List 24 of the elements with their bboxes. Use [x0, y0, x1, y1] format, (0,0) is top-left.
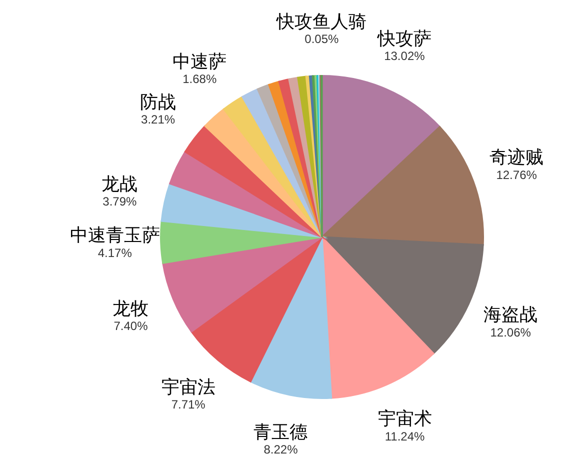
data-label: 7.71% — [171, 398, 206, 412]
slice-label: 龙牧 — [112, 298, 149, 320]
slice-label: 奇迹贼 — [490, 147, 544, 168]
data-label: 1.68% — [182, 72, 217, 86]
slice-label: 快攻萨 — [376, 28, 432, 50]
data-label: 13.02% — [384, 49, 426, 64]
slice-label: 中速萨 — [172, 51, 227, 72]
slice-label: 快攻鱼人骑 — [276, 11, 367, 32]
slice-label: 宇宙法 — [161, 377, 216, 398]
data-label: 4.17% — [98, 246, 132, 260]
data-label: 8.22% — [264, 442, 298, 456]
slice-label: 防战 — [140, 92, 176, 113]
slice-label: 海盗战 — [484, 304, 538, 326]
data-label: 7.40% — [114, 319, 148, 334]
slice-label: 青玉德 — [254, 422, 308, 443]
data-label: 0.05% — [304, 32, 340, 46]
data-label: 3.79% — [102, 194, 138, 208]
slice-label: 龙战 — [102, 174, 138, 195]
slice-label: 宇宙术 — [378, 408, 432, 430]
data-label: 12.06% — [490, 325, 532, 340]
data-label: 12.76% — [496, 168, 538, 182]
slice-label: 中速青玉萨 — [70, 225, 160, 246]
data-label: 11.24% — [384, 429, 426, 444]
data-label: 3.21% — [141, 112, 176, 127]
